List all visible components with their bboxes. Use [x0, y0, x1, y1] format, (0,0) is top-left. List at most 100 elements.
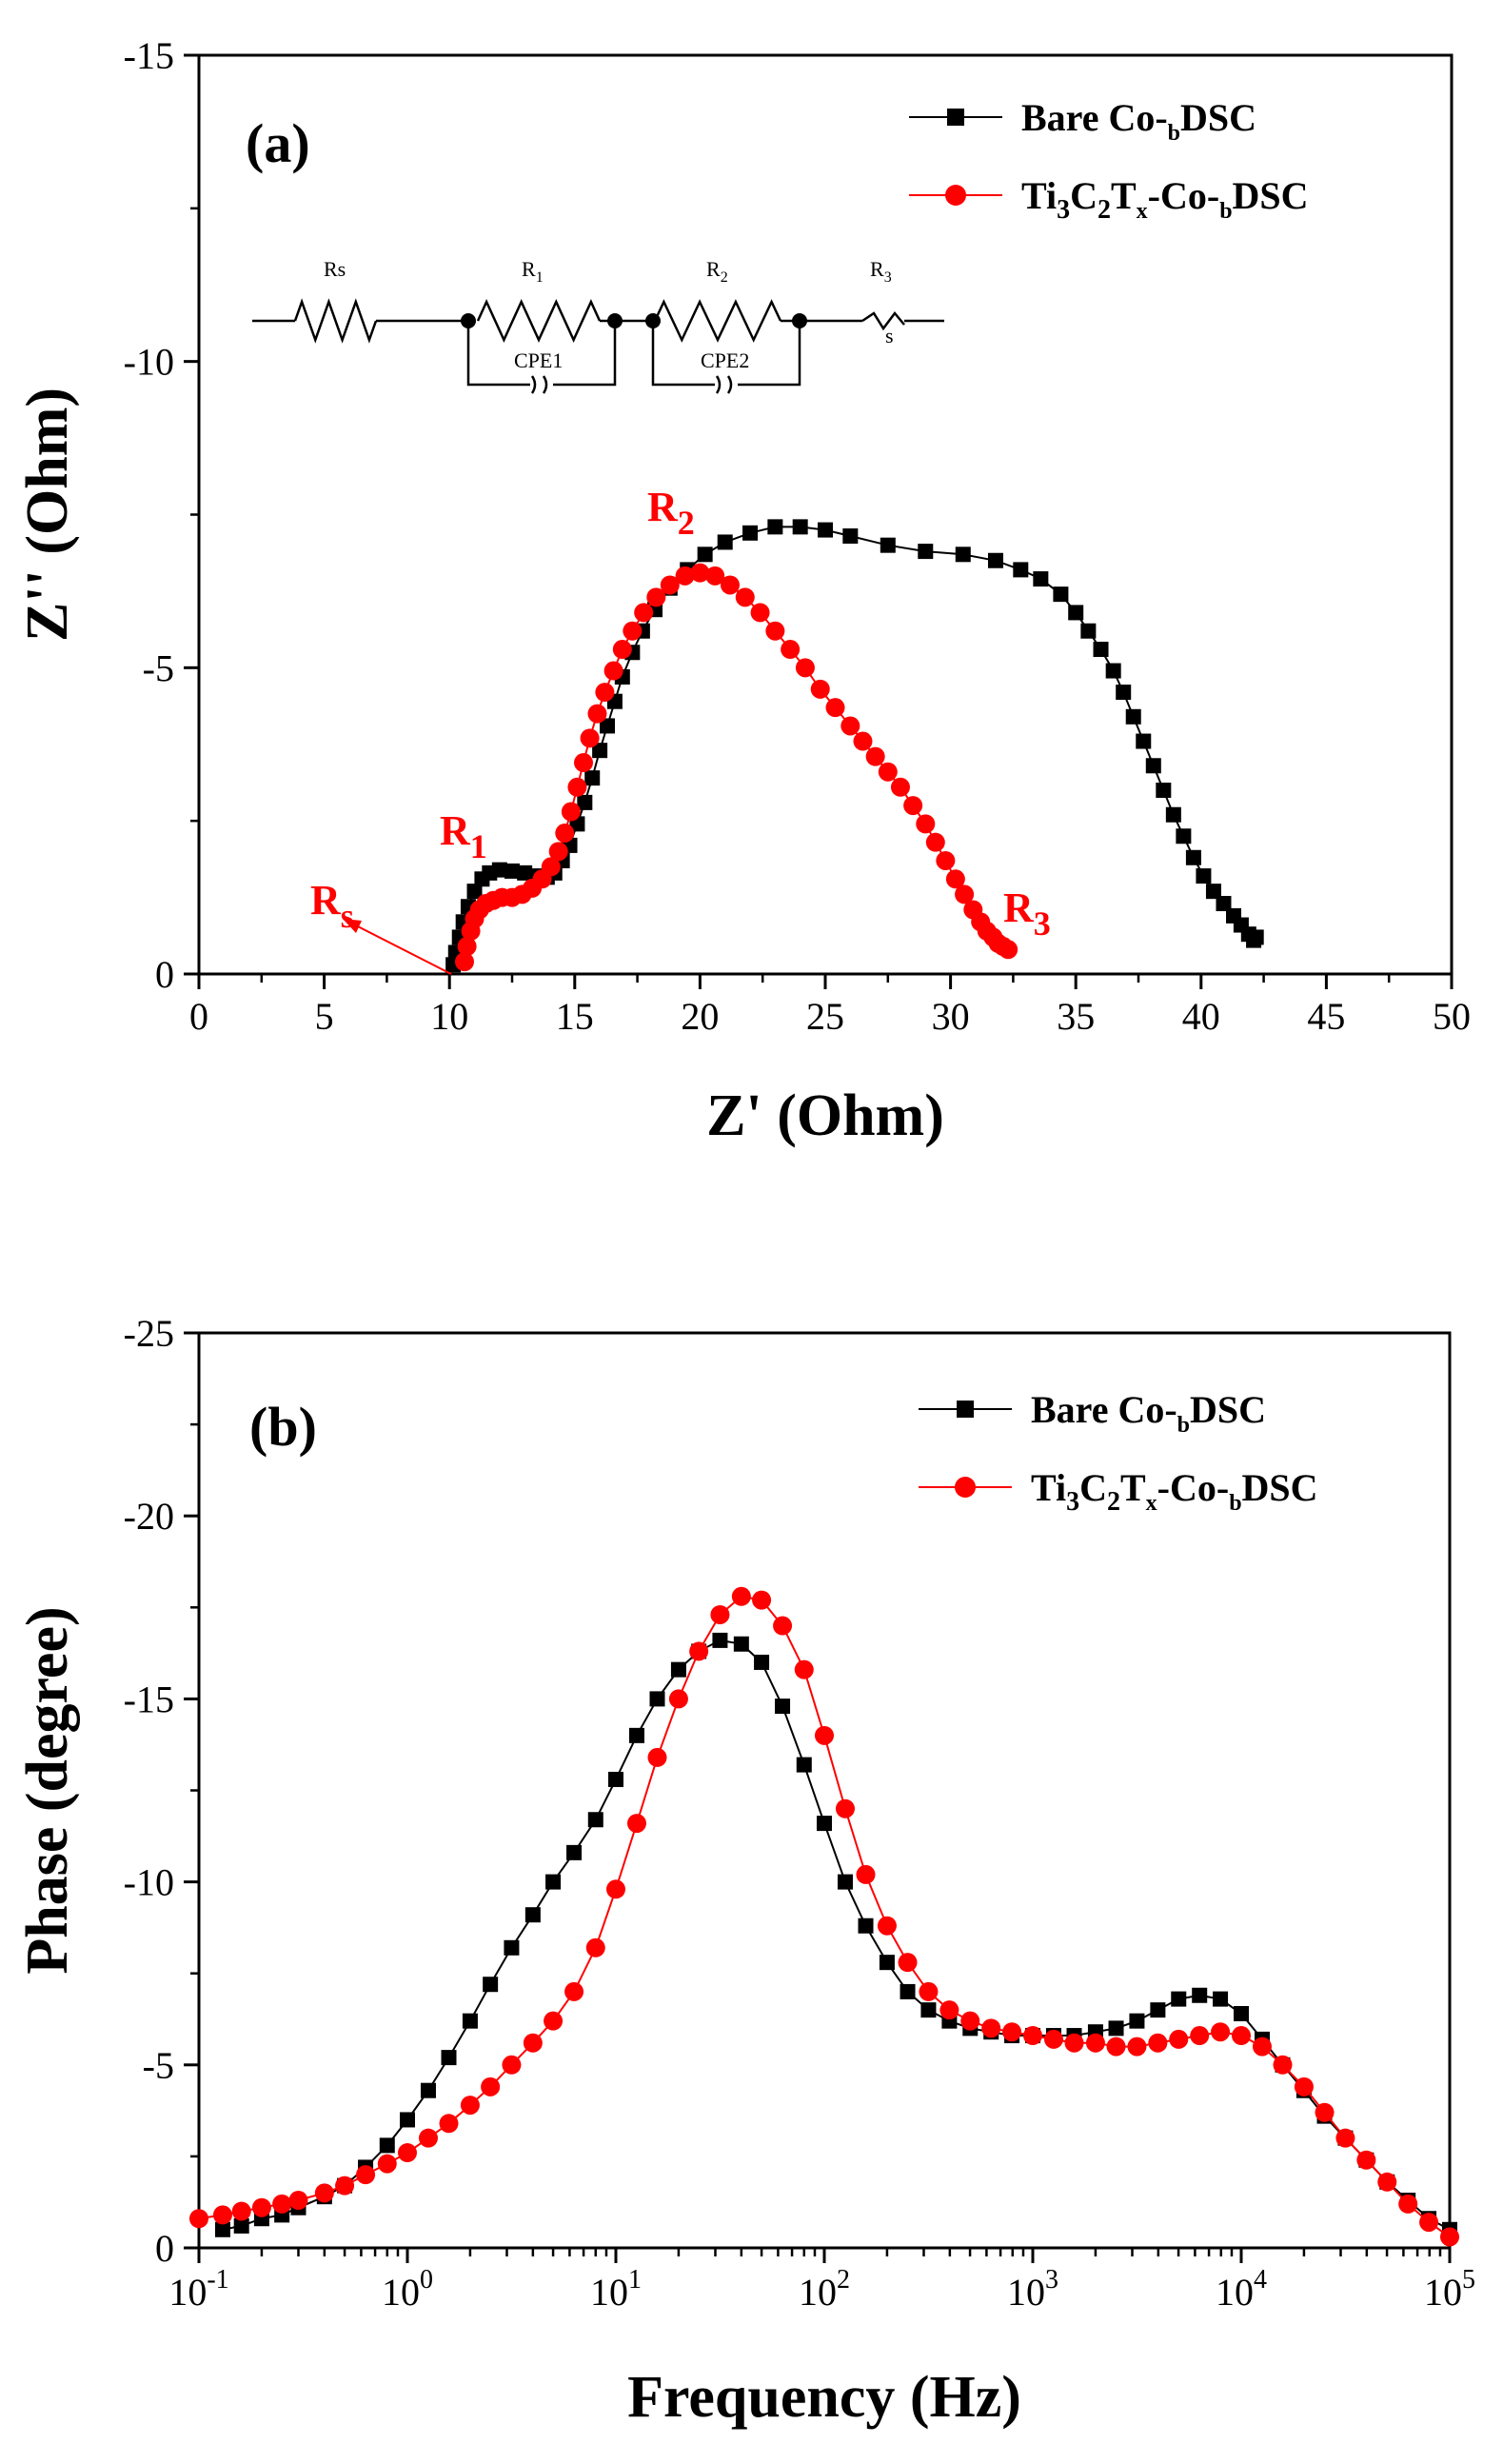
ti3c2tx-co-dsc-point [795, 658, 815, 678]
annotation-r1: R1 [440, 807, 487, 865]
y-tick-label: -5 [143, 646, 174, 689]
ti3c2tx-co-dsc-point [1419, 2213, 1439, 2233]
circuit-node [607, 313, 623, 328]
bare-co-dsc-point [1213, 1991, 1229, 2007]
ti3c2tx-co-dsc-point [1148, 2033, 1168, 2053]
tick-base: 10 [1007, 2271, 1045, 2314]
ti3c2tx-co-dsc-point [705, 566, 725, 586]
ti3c2tx-co-dsc-point [939, 2000, 959, 2020]
legend-text-sub: 2 [1098, 195, 1111, 225]
ti3c2tx-co-dsc-point [1002, 2022, 1022, 2042]
legend-text-tail: DSC [1180, 96, 1256, 139]
bare-co-dsc-point [754, 1654, 770, 1670]
ti3c2tx-co-dsc-point [189, 2209, 208, 2229]
legend-text-tail: DSC [1190, 1388, 1266, 1431]
circuit-node [645, 313, 661, 328]
legend-text-sub: 3 [1057, 195, 1070, 225]
ti3c2tx-co-dsc-point [1440, 2227, 1459, 2247]
bare-co-dsc-point [712, 1632, 728, 1648]
bare-co-dsc-point [379, 2137, 395, 2154]
bare-co-dsc-point [817, 1816, 832, 1832]
legend-text-sub: x [1137, 199, 1148, 224]
legend-label-ti: Ti3C2Tx-Co-bDSC [1021, 174, 1309, 225]
circuit-label: CPE1 [514, 348, 563, 372]
legend-text-main: Ti [1021, 174, 1057, 217]
bare-co-dsc-point [842, 528, 859, 545]
circuit-label: Rs [324, 257, 346, 281]
tick-exponent: 0 [420, 2265, 433, 2295]
circuit-node [792, 313, 807, 328]
ti3c2tx-co-dsc-point [272, 2194, 292, 2214]
ti3c2tx-co-dsc-point [689, 1641, 709, 1661]
bare-co-dsc-point [1192, 1987, 1208, 2003]
bare-co-dsc-point [955, 546, 971, 563]
bare-co-dsc-point [1068, 605, 1084, 621]
x-tick-label: 101 [590, 2265, 642, 2314]
bare-co-dsc-point [987, 552, 1003, 568]
ti3c2tx-co-dsc-point [1294, 2077, 1314, 2096]
ti3c2tx-co-dsc-point [835, 1798, 855, 1818]
circuit-label-sub: 1 [536, 269, 544, 286]
ti3c2tx-co-dsc-point [314, 2183, 334, 2203]
tick-base: 10 [1216, 2271, 1254, 2314]
ti3c2tx-co-dsc-point [561, 802, 581, 822]
legend-text-sub: 3 [1066, 1487, 1079, 1517]
ti3c2tx-co-dsc-point [544, 2011, 564, 2031]
ti3c2tx-co-dsc-point [865, 746, 885, 766]
bare-co-dsc-point [400, 2112, 415, 2128]
annotation-sub: 2 [678, 504, 695, 542]
tick-exponent: 4 [1254, 2265, 1267, 2295]
bare-co-dsc-point [504, 863, 520, 879]
ti3c2tx-co-dsc-point [1106, 2037, 1126, 2057]
panel-label-a: (a) [246, 112, 310, 174]
legend-text-sub: x [1146, 1491, 1157, 1516]
ti3c2tx-co-dsc-point [251, 2197, 271, 2217]
cpe2-symbol [715, 375, 722, 394]
bare-co-dsc-point [837, 1874, 853, 1890]
tick-exponent: 1 [628, 2265, 642, 2295]
ti3c2tx-co-dsc-point [675, 566, 695, 586]
ti3c2tx-co-dsc-point [606, 1879, 625, 1899]
bare-co-dsc-point [879, 1955, 895, 1971]
ti3c2tx-co-dsc-point [1273, 2055, 1293, 2075]
legend-text-tail: DSC [1242, 1466, 1318, 1509]
tick-base: 10 [382, 2271, 420, 2314]
tick-exponent: 5 [1462, 2265, 1475, 2295]
cpe1-symbol [530, 375, 537, 394]
ti3c2tx-co-dsc-point [731, 1586, 751, 1606]
x-tick-label: 30 [932, 995, 970, 1038]
tick-base: 10 [799, 2271, 837, 2314]
resistor-rs [293, 298, 378, 344]
ti3c2tx-co-dsc-point [810, 679, 830, 699]
bare-co-dsc-point [717, 534, 733, 550]
legend-text-sub: b [1219, 199, 1232, 224]
bare-co-dsc-point [466, 884, 483, 900]
y-tick-label: 0 [155, 2227, 174, 2270]
bare-co-dsc-point [1176, 828, 1192, 845]
bare-co-dsc-point [1033, 571, 1049, 587]
legend-marker-ti [945, 185, 966, 206]
ti3c2tx-co-dsc-point [815, 1725, 834, 1745]
ti3c2tx-co-dsc-point [646, 587, 666, 607]
x-tick-label: 25 [806, 995, 844, 1038]
ti3c2tx-co-dsc-point [580, 728, 600, 748]
panel-a-nyquist-plot: 0 5 10 15 20 25 30 35 40 45 50 0 -5 -10 -15 Z' (Ohm) Z''… [15, 34, 1471, 1148]
bare-co-dsc-point [584, 770, 601, 786]
ti3c2tx-co-dsc-point [919, 1981, 939, 2001]
ti3c2tx-co-dsc-point [548, 842, 568, 862]
bare-co-dsc-point [880, 537, 896, 553]
ti3c2tx-co-dsc-point [945, 869, 965, 889]
ti3c2tx-co-dsc-point [999, 940, 1018, 960]
ti3c2tx-co-dsc-point [634, 603, 654, 623]
bare-co-dsc-point [628, 1727, 644, 1743]
ti3c2tx-co-dsc-point [936, 850, 956, 870]
ti3c2tx-co-dsc-point [890, 777, 910, 797]
y-tick-label: -5 [143, 2044, 174, 2087]
bare-co-dsc-point [775, 1699, 791, 1715]
ti3c2tx-co-dsc-point [523, 2033, 543, 2053]
circuit-label: R3 [870, 257, 892, 286]
ti3c2tx-co-dsc-point [840, 716, 860, 736]
